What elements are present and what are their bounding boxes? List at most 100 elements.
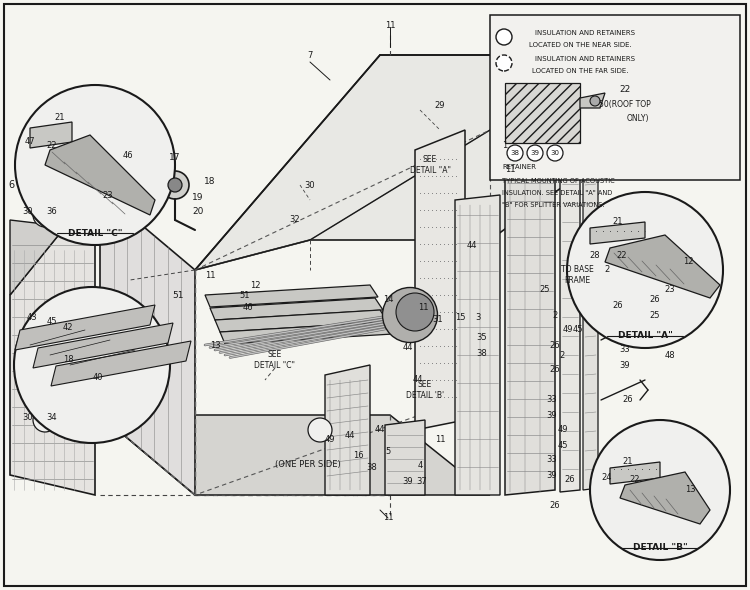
Text: 45: 45	[558, 441, 568, 450]
Text: 28: 28	[590, 251, 600, 260]
Text: 11: 11	[505, 166, 515, 175]
Text: 12: 12	[250, 280, 260, 290]
Circle shape	[168, 178, 182, 192]
Text: 34: 34	[46, 414, 57, 422]
Text: 22: 22	[616, 251, 627, 260]
Text: 46: 46	[123, 150, 134, 159]
Text: 36: 36	[46, 208, 57, 217]
Text: SEE
DETAIL 'B': SEE DETAIL 'B'	[406, 381, 444, 399]
Text: 50(ROOF TOP: 50(ROOF TOP	[599, 100, 651, 110]
Text: 15: 15	[454, 313, 465, 323]
Circle shape	[60, 203, 84, 227]
Text: 12: 12	[682, 257, 693, 267]
Text: 38: 38	[511, 150, 520, 156]
Text: 16: 16	[352, 451, 363, 460]
Text: 37: 37	[417, 477, 428, 487]
Text: 23: 23	[664, 286, 675, 294]
Text: TYPICAL MOUNTING OF ACOUSTIC: TYPICAL MOUNTING OF ACOUSTIC	[502, 178, 615, 184]
Circle shape	[496, 55, 512, 71]
Polygon shape	[620, 472, 710, 524]
Polygon shape	[215, 310, 388, 332]
Text: 2: 2	[552, 310, 557, 320]
Text: 35: 35	[477, 333, 488, 343]
Text: 44: 44	[375, 425, 386, 434]
Text: 4: 4	[417, 461, 423, 470]
Text: 2: 2	[604, 266, 610, 274]
Text: 46: 46	[243, 303, 254, 313]
Circle shape	[60, 408, 84, 432]
Polygon shape	[205, 285, 378, 307]
Text: 49: 49	[558, 425, 568, 434]
Polygon shape	[10, 190, 95, 495]
Text: 17: 17	[170, 152, 181, 162]
Text: LOCATED ON THE NEAR SIDE.: LOCATED ON THE NEAR SIDE.	[529, 42, 632, 48]
Text: 39: 39	[530, 150, 539, 156]
Text: 11: 11	[382, 513, 393, 523]
Polygon shape	[583, 150, 598, 490]
FancyBboxPatch shape	[4, 4, 746, 586]
Circle shape	[33, 408, 57, 432]
Polygon shape	[505, 140, 555, 495]
Text: 19: 19	[192, 194, 204, 202]
Text: 1: 1	[503, 140, 508, 149]
Text: 51: 51	[172, 290, 184, 300]
Circle shape	[161, 171, 189, 199]
Text: "B" FOR SPLITTER VARIATIONS.: "B" FOR SPLITTER VARIATIONS.	[502, 202, 605, 208]
Text: DETAIL "C": DETAIL "C"	[68, 228, 122, 238]
Text: ONLY): ONLY)	[627, 114, 650, 123]
Text: 6: 6	[8, 180, 14, 190]
Text: 51: 51	[240, 290, 250, 300]
Polygon shape	[610, 462, 660, 484]
Text: 23: 23	[103, 191, 113, 199]
Text: 18: 18	[63, 356, 74, 365]
Text: 30: 30	[22, 208, 33, 217]
Text: SEE
DETAIL "C": SEE DETAIL "C"	[254, 350, 296, 370]
Text: INSULATION. SEE DETAIL "A" AND: INSULATION. SEE DETAIL "A" AND	[502, 190, 612, 196]
Text: 26: 26	[613, 300, 623, 310]
Ellipse shape	[396, 293, 434, 331]
Polygon shape	[51, 341, 191, 386]
Text: 11: 11	[435, 435, 445, 444]
Text: 44: 44	[413, 375, 423, 385]
Text: 42: 42	[63, 323, 74, 332]
Text: 22: 22	[46, 140, 57, 149]
Circle shape	[14, 287, 170, 443]
Text: LOCATED ON THE FAR SIDE.: LOCATED ON THE FAR SIDE.	[532, 68, 628, 74]
Text: 14: 14	[382, 296, 393, 304]
Text: 45: 45	[46, 317, 57, 326]
Text: 26: 26	[550, 365, 560, 375]
Ellipse shape	[382, 287, 437, 343]
Circle shape	[527, 145, 543, 161]
Text: (ONE PER SIDE): (ONE PER SIDE)	[275, 461, 340, 470]
Text: 48: 48	[664, 350, 675, 359]
Circle shape	[15, 85, 175, 245]
Text: 11: 11	[385, 21, 395, 30]
Text: 31: 31	[433, 316, 443, 325]
Polygon shape	[415, 130, 465, 430]
Polygon shape	[33, 323, 173, 368]
Text: 39: 39	[547, 470, 557, 480]
Polygon shape	[455, 195, 500, 495]
Text: 21: 21	[55, 113, 65, 123]
Text: 39: 39	[547, 411, 557, 419]
Circle shape	[496, 29, 512, 45]
Text: 44: 44	[345, 431, 355, 440]
Polygon shape	[590, 222, 645, 244]
Text: 21: 21	[622, 457, 633, 467]
Circle shape	[308, 418, 332, 442]
Polygon shape	[30, 122, 72, 148]
Text: 25: 25	[650, 310, 660, 320]
Text: 26: 26	[550, 340, 560, 349]
Polygon shape	[10, 190, 95, 295]
Circle shape	[33, 203, 57, 227]
Circle shape	[590, 96, 600, 106]
Text: 25: 25	[540, 286, 550, 294]
Text: 44: 44	[403, 343, 413, 352]
Polygon shape	[560, 148, 580, 492]
Text: 30: 30	[550, 150, 560, 156]
Text: 39: 39	[620, 360, 630, 369]
Text: 3: 3	[476, 313, 481, 323]
Circle shape	[507, 145, 523, 161]
Text: DETAIL "A": DETAIL "A"	[617, 332, 673, 340]
Text: 29: 29	[435, 100, 445, 110]
